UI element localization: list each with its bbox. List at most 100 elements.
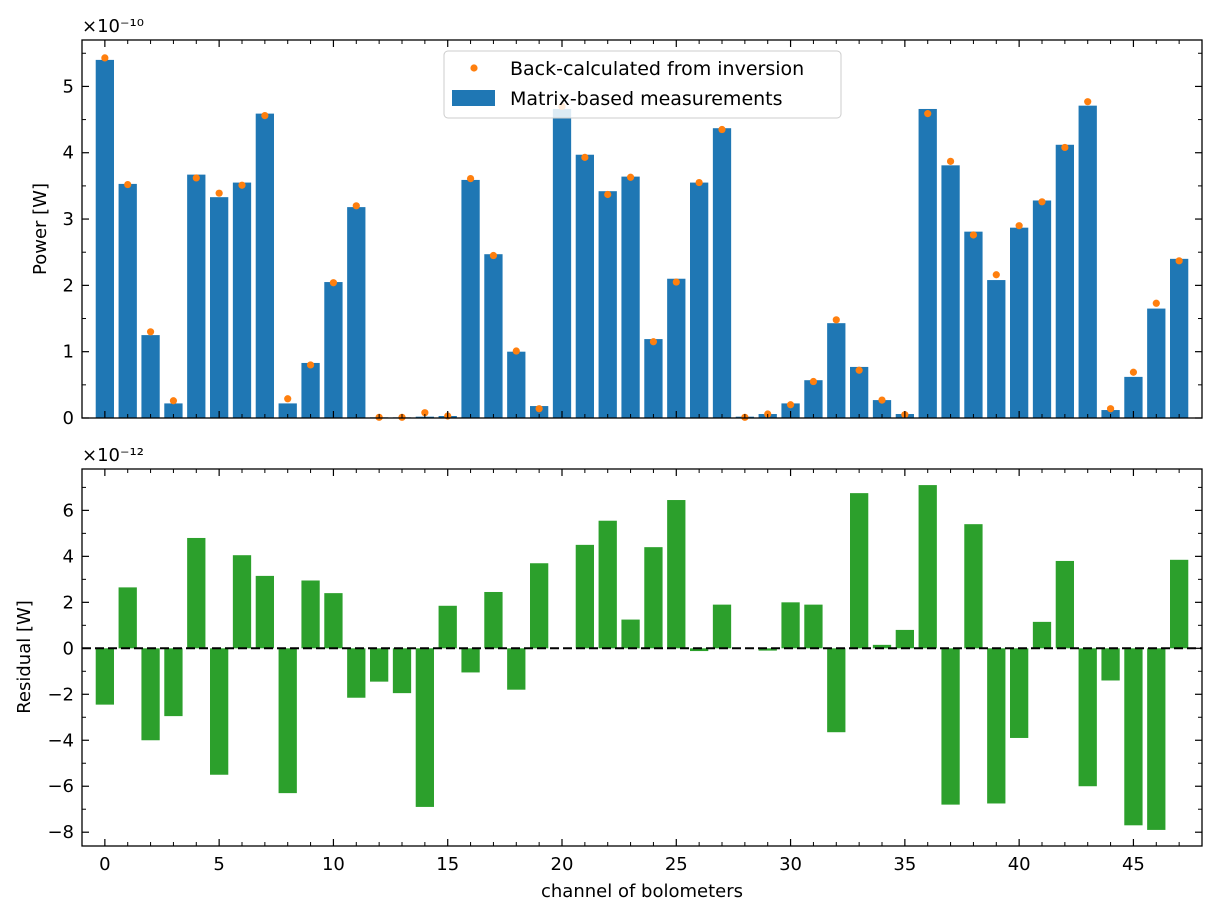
residual-axes-frame <box>81 468 1203 847</box>
residual-bar <box>987 648 1006 804</box>
power-bar <box>1124 376 1143 418</box>
back-calculated-point <box>284 395 292 403</box>
y-tick-label: 0 <box>63 638 74 659</box>
power-bar <box>781 403 800 418</box>
residual-bar <box>941 648 960 805</box>
power-bar <box>872 400 892 418</box>
back-calculated-point <box>1084 98 1092 106</box>
power-y-axis-label: Power [W] <box>30 183 51 275</box>
residual-bar <box>1078 648 1097 787</box>
power-bar <box>232 182 252 418</box>
back-calculated-point <box>101 54 109 62</box>
residual-bar <box>392 648 412 694</box>
legend-entry-back-calculated: Back-calculated from inversion <box>510 58 804 80</box>
y-tick-label: 4 <box>63 143 74 164</box>
x-tick-label: 35 <box>893 854 916 875</box>
residual-bar <box>232 555 252 649</box>
power-bar <box>461 179 480 418</box>
y-tick-label: −2 <box>47 684 74 705</box>
power-bar <box>141 335 160 418</box>
x-tick-label: 45 <box>1122 854 1145 875</box>
x-tick-label: 0 <box>99 854 110 875</box>
y-tick-label: −6 <box>47 776 74 797</box>
back-calculated-point <box>261 112 269 120</box>
residual-panel: −8 −6 −4 −2 0 2 4 6 0 5 10 15 20 25 30 35 40 45 ×10⁻¹² Re… <box>14 445 1203 902</box>
residual-bar <box>850 493 869 649</box>
residual-bar <box>278 648 297 794</box>
back-calculated-point <box>489 251 498 260</box>
residual-bar <box>1101 648 1120 681</box>
power-bar <box>164 403 183 418</box>
residual-bar <box>667 500 686 649</box>
power-bar <box>1055 144 1074 419</box>
back-calculated-point <box>466 175 475 183</box>
back-calculated-point <box>1061 143 1069 152</box>
power-bar <box>210 197 229 418</box>
back-calculated-point <box>512 347 520 355</box>
power-bar <box>987 280 1006 418</box>
residual-bar <box>187 537 206 649</box>
back-calculated-point <box>878 396 886 404</box>
residual-bar <box>804 604 823 649</box>
back-calculated-point <box>718 125 726 134</box>
residual-bar <box>575 544 594 649</box>
back-calculated-point <box>626 173 635 181</box>
residual-bar <box>598 520 617 649</box>
power-bar <box>324 282 343 418</box>
power-bar <box>255 113 274 418</box>
residual-bar <box>141 648 160 741</box>
residual-y-axis-label: Residual [W] <box>14 600 35 714</box>
legend-point-marker <box>470 64 478 72</box>
power-bar <box>301 362 320 418</box>
back-calculated-point <box>924 110 932 118</box>
x-axis-label: channel of bolometers <box>541 881 743 902</box>
back-calculated-point <box>238 181 246 189</box>
residual-bar <box>507 648 526 690</box>
legend-entry-matrix-based: Matrix-based measurements <box>510 88 783 110</box>
back-calculated-point <box>192 174 200 182</box>
power-bar <box>118 183 137 418</box>
residual-bar <box>301 580 320 649</box>
y-tick-label: 2 <box>63 592 74 613</box>
residual-bar <box>1170 559 1189 649</box>
back-calculated-point <box>672 278 680 286</box>
back-calculated-point <box>581 153 589 161</box>
legend: Back-calculated from inversion Matrix-ba… <box>443 50 842 119</box>
residual-bar <box>484 591 503 649</box>
back-calculated-point <box>604 190 612 199</box>
y-tick-label: 5 <box>63 76 74 97</box>
power-bar <box>575 154 594 418</box>
residual-bar <box>370 648 389 682</box>
power-bar <box>712 128 732 418</box>
back-calculated-points <box>101 54 1183 421</box>
back-calculated-point <box>169 397 178 405</box>
power-bar <box>1147 308 1166 418</box>
back-calculated-point <box>649 338 658 346</box>
x-tick-label: 20 <box>551 854 574 875</box>
back-calculated-point <box>215 189 223 197</box>
power-bar <box>484 254 503 418</box>
power-axes-frame <box>81 39 1203 419</box>
residual-bar <box>255 575 274 649</box>
y-tick-label: 1 <box>63 342 74 363</box>
y-tick-label: 0 <box>63 408 74 429</box>
back-calculated-point <box>1038 198 1046 206</box>
back-calculated-point <box>124 180 132 189</box>
back-calculated-point <box>1015 222 1023 230</box>
back-calculated-point <box>535 405 543 413</box>
residual-bar <box>1124 648 1143 826</box>
residual-bar <box>95 648 114 705</box>
x-tick-label: 25 <box>665 854 688 875</box>
y-tick-label: 4 <box>63 546 74 567</box>
residual-bar <box>415 648 434 807</box>
residual-bar <box>827 648 846 733</box>
residual-bar <box>712 604 732 649</box>
back-calculated-point <box>809 377 818 386</box>
residual-bar <box>964 524 983 649</box>
residual-bar <box>1032 621 1052 649</box>
power-bar <box>1078 105 1097 418</box>
y-tick-label: 2 <box>63 275 74 296</box>
residual-bar <box>758 648 777 651</box>
back-calculated-point <box>306 361 315 369</box>
